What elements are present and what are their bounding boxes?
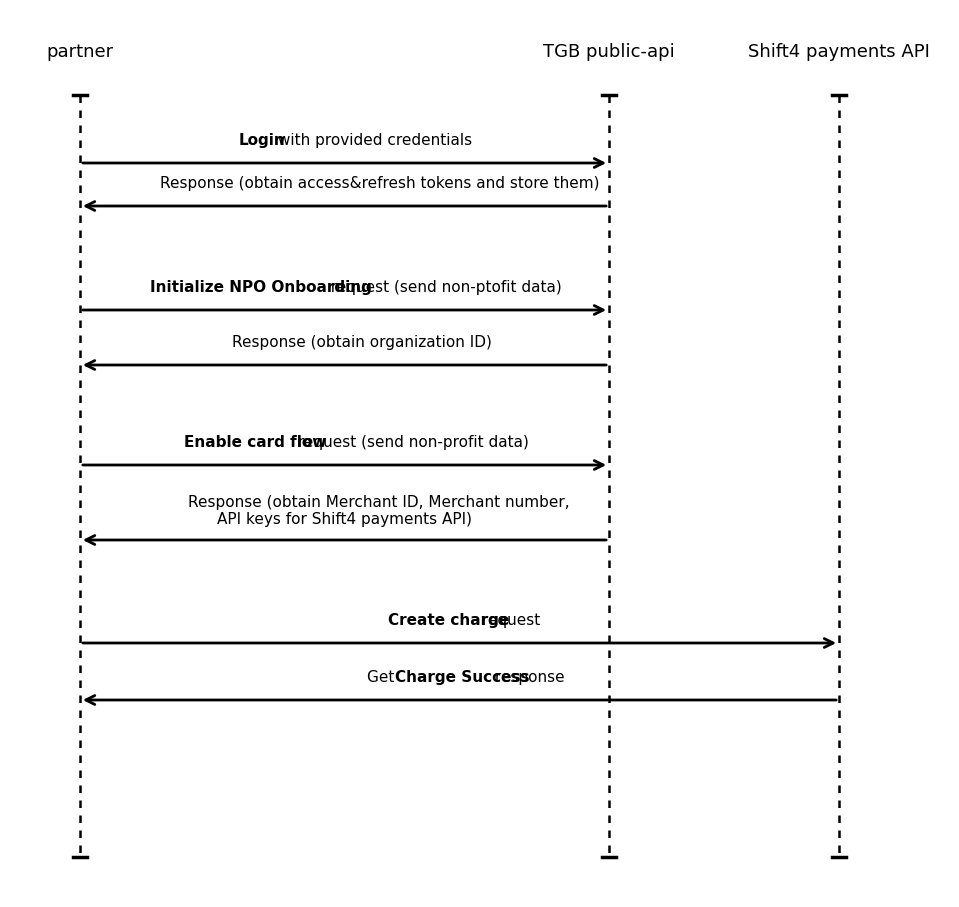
Text: Response (obtain organization ID): Response (obtain organization ID) [232,335,492,350]
Text: Get: Get [367,670,400,685]
Text: Initialize NPO Onboarding: Initialize NPO Onboarding [151,280,372,295]
Text: TGB public-api: TGB public-api [543,43,675,61]
Text: Charge Success: Charge Success [395,670,529,685]
Text: partner: partner [46,43,113,61]
Text: API keys for Shift4 payments API): API keys for Shift4 payments API) [217,512,472,527]
Text: Shift4 payments API: Shift4 payments API [748,43,930,61]
Text: Create charge: Create charge [387,613,509,628]
Text: request: request [477,613,540,628]
Text: response: response [490,670,565,685]
Text: with provided credentials: with provided credentials [273,133,472,148]
Text: Login: Login [239,133,286,148]
Text: Response (obtain access&refresh tokens and store them): Response (obtain access&refresh tokens a… [160,176,600,191]
Text: request (send non-ptofit data): request (send non-ptofit data) [320,280,561,295]
Text: Enable card flow: Enable card flow [184,435,327,450]
Text: Response (obtain Merchant ID, Merchant number,: Response (obtain Merchant ID, Merchant n… [188,495,570,510]
Text: request (send non-profit data): request (send non-profit data) [293,435,529,450]
